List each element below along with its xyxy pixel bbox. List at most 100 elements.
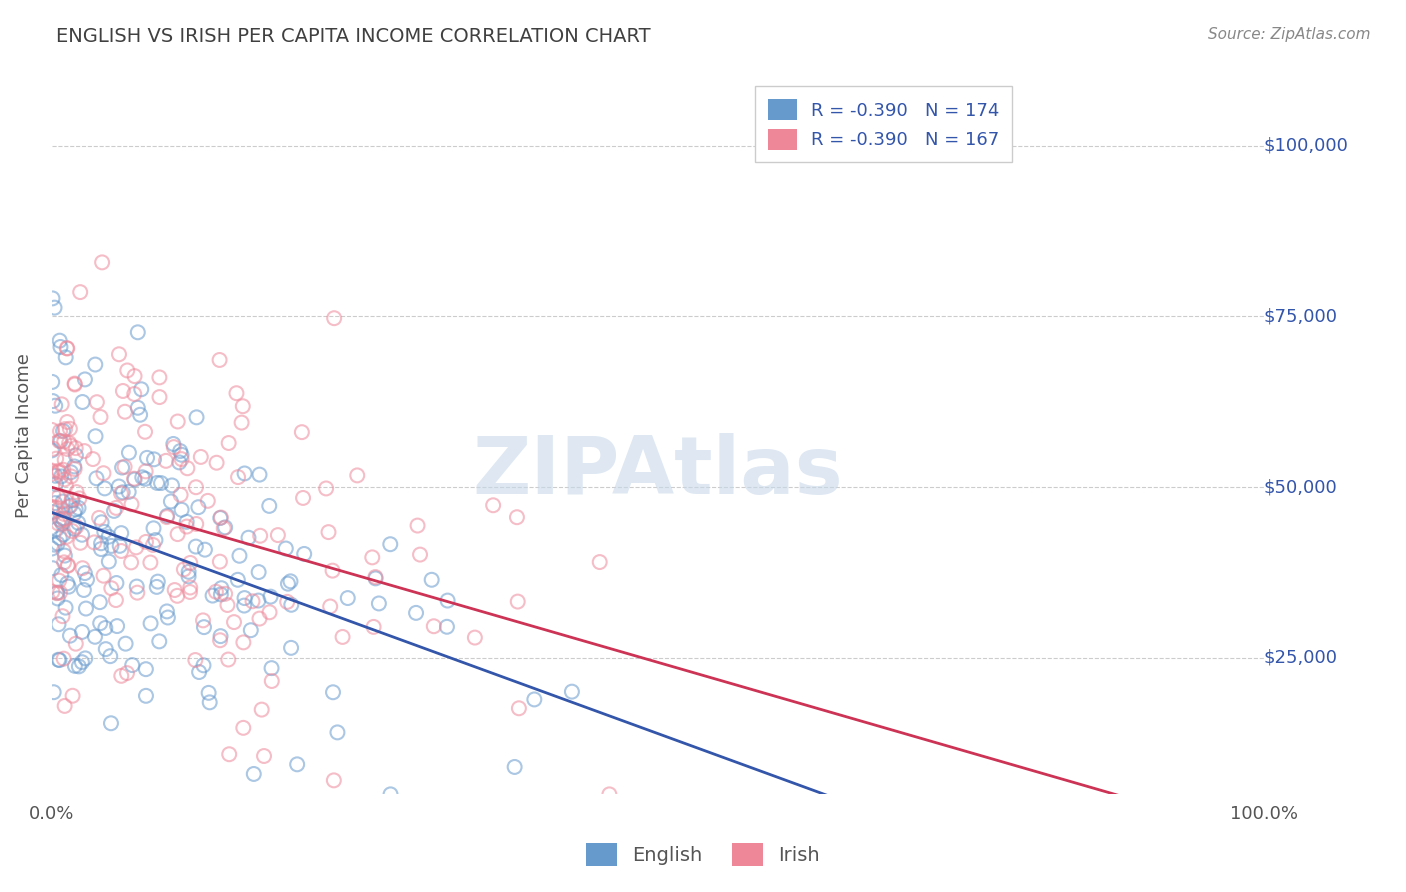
- Point: [423, 619, 446, 633]
- Point: [218, 436, 240, 450]
- Point: [70, 655, 93, 669]
- Point: [169, 444, 191, 458]
- Point: [90, 542, 112, 557]
- Point: [233, 599, 256, 613]
- Point: [105, 500, 128, 515]
- Point: [291, 425, 314, 439]
- Point: [145, 533, 167, 547]
- Point: [170, 452, 193, 467]
- Point: [44, 399, 66, 413]
- Text: ZIPAtlas: ZIPAtlas: [472, 433, 844, 511]
- Point: [214, 587, 236, 601]
- Point: [89, 595, 111, 609]
- Point: [233, 591, 256, 605]
- Point: [197, 686, 219, 700]
- Point: [63, 522, 86, 536]
- Point: [170, 448, 193, 462]
- Point: [146, 574, 169, 589]
- Point: [52, 651, 75, 665]
- Point: [503, 760, 526, 774]
- Point: [209, 510, 232, 524]
- Point: [49, 585, 72, 599]
- Point: [198, 695, 221, 709]
- Point: [65, 441, 87, 455]
- Point: [188, 665, 211, 679]
- Point: [41, 464, 63, 478]
- Point: [105, 619, 128, 633]
- Point: [148, 634, 170, 648]
- Point: [93, 524, 115, 539]
- Point: [166, 415, 188, 429]
- Point: [49, 340, 72, 354]
- Point: [86, 395, 108, 409]
- Point: [326, 725, 349, 739]
- Point: [292, 547, 315, 561]
- Point: [228, 549, 250, 563]
- Point: [52, 511, 75, 525]
- Point: [115, 666, 138, 681]
- Point: [166, 527, 188, 541]
- Point: [59, 465, 82, 479]
- Point: [436, 593, 458, 607]
- Point: [56, 341, 79, 355]
- Point: [51, 516, 73, 531]
- Point: [367, 597, 389, 611]
- Point: [118, 484, 141, 499]
- Point: [48, 434, 70, 448]
- Point: [45, 586, 67, 600]
- Point: [247, 565, 270, 579]
- Point: [380, 788, 402, 802]
- Point: [190, 450, 212, 464]
- Point: [62, 493, 84, 508]
- Point: [118, 445, 141, 459]
- Point: [100, 539, 122, 553]
- Point: [49, 531, 72, 545]
- Point: [114, 405, 136, 419]
- Point: [41, 423, 63, 437]
- Point: [60, 492, 83, 507]
- Point: [179, 556, 201, 570]
- Point: [55, 530, 77, 544]
- Point: [55, 351, 77, 365]
- Point: [405, 606, 427, 620]
- Point: [194, 542, 217, 557]
- Point: [280, 598, 302, 612]
- Point: [49, 512, 72, 526]
- Point: [260, 661, 283, 675]
- Point: [406, 518, 429, 533]
- Point: [205, 456, 228, 470]
- Point: [322, 564, 344, 578]
- Point: [420, 573, 443, 587]
- Point: [209, 633, 232, 648]
- Point: [380, 537, 402, 551]
- Point: [222, 615, 245, 629]
- Point: [136, 450, 159, 465]
- Point: [170, 502, 193, 516]
- Point: [135, 662, 157, 676]
- Point: [82, 452, 104, 467]
- Point: [93, 466, 115, 480]
- Point: [121, 658, 143, 673]
- Point: [48, 653, 70, 667]
- Point: [73, 444, 96, 458]
- Point: [217, 652, 239, 666]
- Point: [187, 500, 209, 515]
- Point: [169, 488, 191, 502]
- Point: [561, 684, 583, 698]
- Point: [249, 612, 271, 626]
- Point: [249, 467, 271, 482]
- Point: [65, 637, 87, 651]
- Point: [276, 595, 298, 609]
- Text: Source: ZipAtlas.com: Source: ZipAtlas.com: [1208, 27, 1371, 42]
- Point: [52, 512, 75, 526]
- Point: [173, 562, 195, 576]
- Point: [323, 311, 346, 326]
- Point: [52, 544, 75, 558]
- Text: $75,000: $75,000: [1264, 308, 1339, 326]
- Point: [65, 520, 87, 534]
- Point: [59, 422, 82, 436]
- Point: [63, 376, 86, 391]
- Point: [58, 500, 80, 514]
- Point: [259, 590, 281, 604]
- Point: [48, 653, 70, 667]
